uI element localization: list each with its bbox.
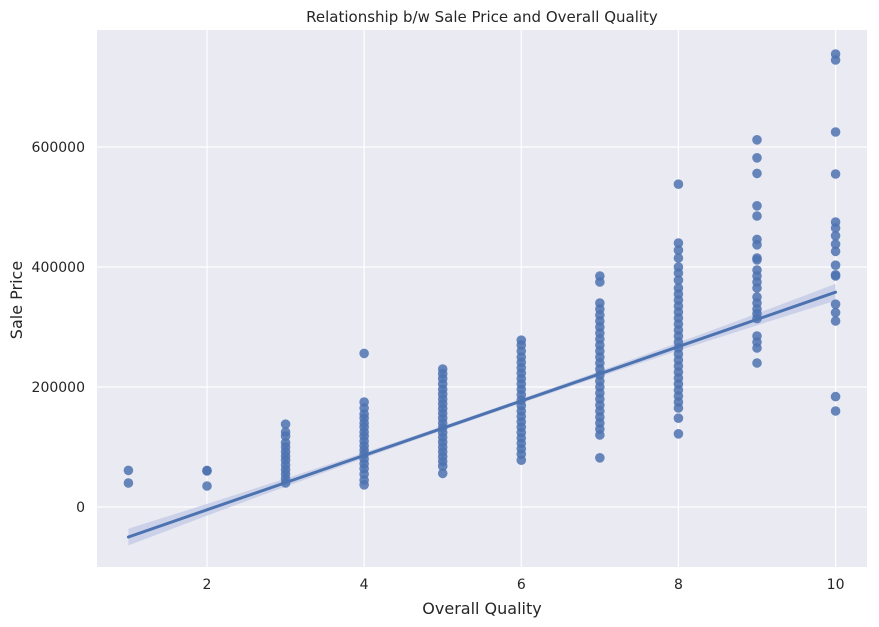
y-tick-label: 0 [76,500,85,516]
data-point [830,239,841,249]
data-point [673,413,684,424]
data-point [280,431,291,442]
data-point [673,245,684,255]
data-point [830,260,841,271]
data-point [752,283,762,293]
data-point [752,358,762,368]
y-axis-title: Sale Price [7,261,26,339]
data-point [437,468,448,479]
chart-title: Relationship b/w Sale Price and Overall … [306,8,658,26]
data-point [752,343,762,353]
data-point [830,271,841,281]
data-point [516,455,527,466]
data-point [673,268,684,278]
data-point [752,254,762,265]
data-point [830,223,841,233]
regression-line-group [126,290,838,539]
data-point [595,430,605,440]
data-point [830,55,841,65]
data-point [202,465,212,476]
plot-background [97,30,867,567]
data-point [830,231,841,241]
y-tick-labels: 0 200000 400000 600000 [32,140,85,516]
data-point [359,480,369,490]
data-point [830,246,841,257]
data-point [673,403,684,413]
y-tick-label: 600000 [32,140,85,156]
data-point [830,299,841,310]
x-tick-label: 4 [360,577,369,593]
data-point [123,465,134,476]
x-tick-label: 6 [517,577,526,593]
data-point [123,478,134,488]
y-tick-label: 200000 [32,380,85,396]
data-point [752,153,762,163]
data-point [830,307,841,318]
data-points [123,49,841,491]
data-point [830,406,841,416]
data-point [830,169,841,179]
data-point [595,277,605,287]
data-point [752,201,762,211]
data-point [752,168,762,179]
data-point [202,481,212,491]
data-point [673,275,684,286]
data-point [673,253,684,263]
data-point [830,127,841,137]
data-point [595,453,605,463]
x-tick-label: 2 [203,577,212,593]
data-point [673,429,684,439]
data-point [437,461,448,472]
data-point [752,240,762,250]
x-tick-label: 8 [674,577,683,593]
x-axis-title: Overall Quality [422,599,541,618]
data-point [830,391,841,402]
data-point [280,419,291,430]
y-tick-label: 400000 [32,260,85,276]
data-point [673,238,684,248]
data-point [752,211,762,221]
data-point [752,135,762,145]
data-point [673,179,684,189]
data-point [830,316,841,326]
x-tick-label: 10 [827,577,845,593]
x-tick-labels: 2 4 6 8 10 [203,577,845,593]
regression-line [126,290,838,539]
data-point [359,348,369,359]
